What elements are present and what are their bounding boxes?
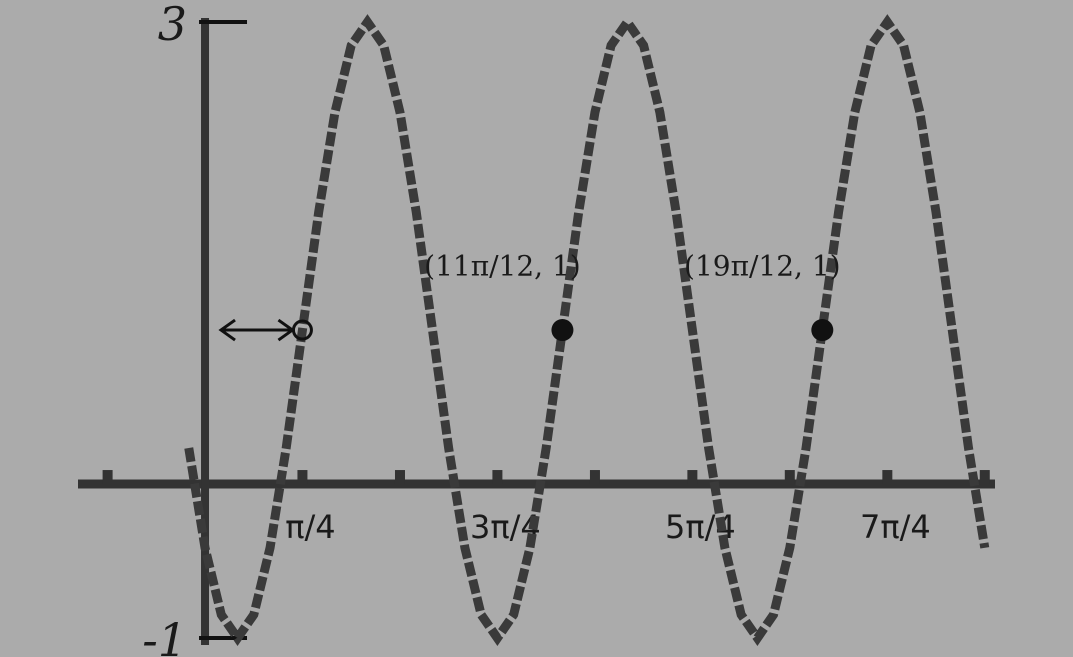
page: {"chart_data": { "type": "line", "x": [-…: [0, 0, 1073, 657]
x-tick-label: π/4: [285, 508, 335, 546]
x-tick: [492, 470, 502, 484]
x-minor-tick: [980, 470, 990, 484]
point: [811, 319, 833, 341]
x-tick: [882, 470, 892, 484]
y-tick-label: -1: [142, 613, 187, 657]
point-label: (11π/12, 1): [424, 250, 581, 283]
x-minor-tick: [395, 470, 405, 484]
y-tick-label: 3: [158, 0, 187, 51]
x-tick-label: 7π/4: [860, 508, 931, 546]
x-minor-tick: [590, 470, 600, 484]
point: [551, 319, 573, 341]
chart: -13π/43π/45π/47π/4(11π/12, 1)(19π/12, 1): [0, 0, 1073, 657]
screen-background: [0, 0, 1073, 657]
x-tick: [687, 470, 697, 484]
x-minor-tick: [785, 470, 795, 484]
x-minor-tick: [103, 470, 113, 484]
x-tick: [297, 470, 307, 484]
point-label: (19π/12, 1): [684, 250, 841, 283]
